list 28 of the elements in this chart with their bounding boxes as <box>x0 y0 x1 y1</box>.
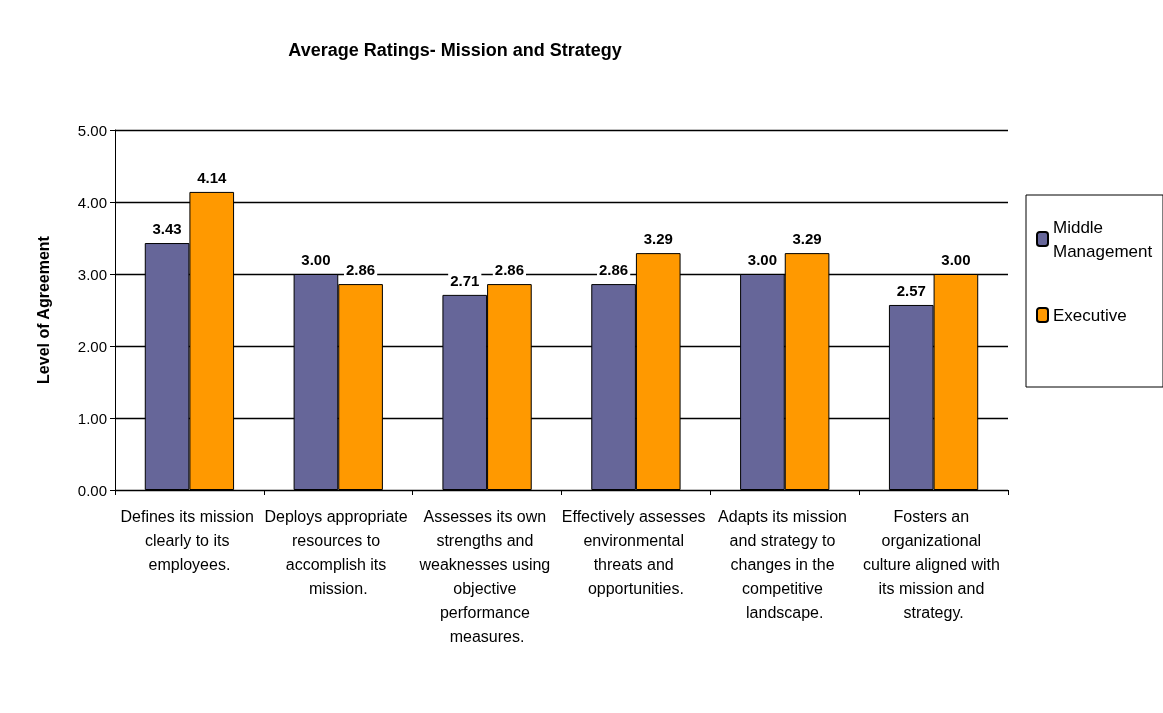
y-tick-label: 3.00 <box>77 265 107 283</box>
data-label: 4.14 <box>197 168 227 186</box>
y-tick-label: 1.00 <box>77 409 107 427</box>
data-label: 3.43 <box>152 220 182 238</box>
x-tick-label: Defines its mission clearly to its employees. <box>120 507 259 573</box>
y-tick-label: 5.00 <box>77 121 107 139</box>
data-label: 2.86 <box>494 261 525 279</box>
x-tick-label: Assesses its own strengths and weaknesses using objective performance measures. <box>418 507 555 645</box>
y-axis-title: Level of Agreement <box>34 235 52 384</box>
data-label: 3.00 <box>301 251 331 268</box>
data-label: 2.86 <box>345 261 376 279</box>
data-label: 2.71 <box>450 271 480 289</box>
chart-title: Average Ratings- Mission and Strategy <box>288 40 622 60</box>
x-tick-label: Adapts its mission and strategy to changes in the competitive landscape. <box>718 507 852 621</box>
data-label: 3.29 <box>643 230 673 248</box>
data-label: 3.00 <box>941 251 971 268</box>
legend-label: Executive <box>1053 305 1127 325</box>
data-label: 3.00 <box>747 251 778 268</box>
y-tick-label: 2.00 <box>77 337 107 355</box>
x-tick-label: Fosters an organizational culture aligned with its mission and strategy. <box>862 507 1005 621</box>
y-tick-label: 4.00 <box>77 193 107 211</box>
data-label: 3.29 <box>792 230 822 248</box>
x-tick-label: Effectively assesses environmental threats and opportunities. <box>561 507 711 597</box>
x-tick-label: Deploys appropriate resources to accomplish its mission. <box>264 507 413 597</box>
y-tick-label: 0.00 <box>77 481 107 499</box>
data-label: 2.57 <box>896 281 926 299</box>
legend-label: Middle Management <box>1053 217 1153 261</box>
data-label: 2.86 <box>598 261 629 279</box>
